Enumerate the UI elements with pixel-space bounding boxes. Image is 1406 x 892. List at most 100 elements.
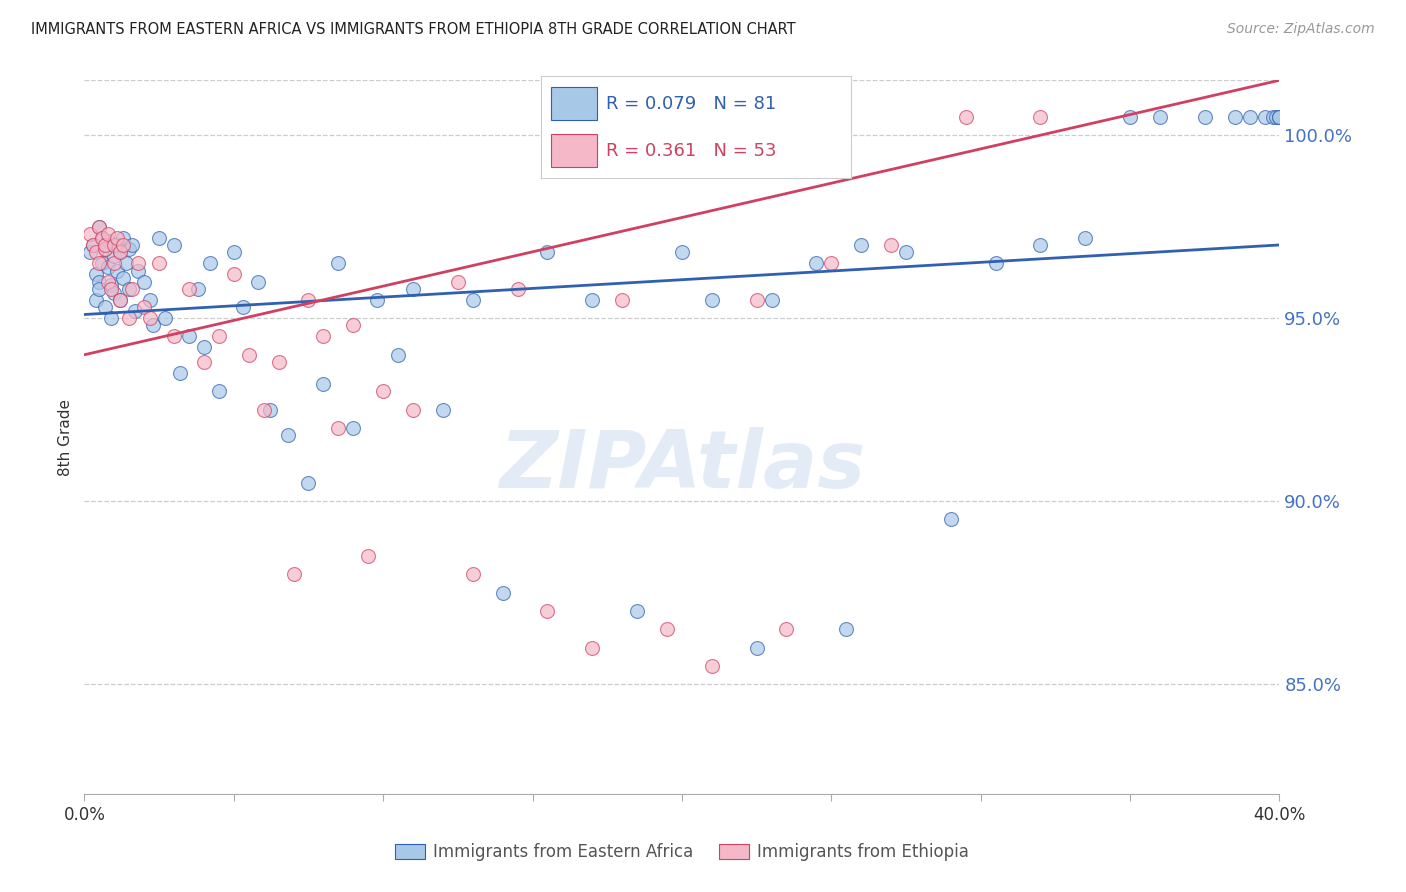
Point (312, 377, 335, 392)
Point (112, 271, 135, 285)
Point (342, 421, 364, 435)
Point (121, 238, 143, 252)
Point (112, 238, 135, 252)
Point (1029, 110, 1052, 124)
Point (581, 293, 603, 307)
Point (118, 311, 141, 326)
Point (94, 238, 117, 252)
Point (82, 238, 104, 252)
Point (1223, 110, 1246, 124)
Point (208, 329, 231, 343)
Point (402, 282, 425, 296)
Point (110, 245, 132, 260)
Point (103, 249, 125, 263)
Point (115, 256, 138, 270)
Point (193, 340, 215, 354)
Point (373, 384, 395, 399)
Point (103, 256, 125, 270)
Point (86, 245, 108, 260)
Legend: Immigrants from Eastern Africa, Immigrants from Ethiopia: Immigrants from Eastern Africa, Immigran… (388, 837, 976, 868)
Point (94, 300, 117, 314)
Y-axis label: 8th Grade: 8th Grade (58, 399, 73, 475)
Text: R = 0.361   N = 53: R = 0.361 N = 53 (606, 142, 776, 160)
Point (267, 355, 290, 369)
Point (222, 267, 245, 281)
Text: Source: ZipAtlas.com: Source: ZipAtlas.com (1227, 22, 1375, 37)
Point (163, 329, 186, 343)
Point (277, 428, 299, 442)
Point (127, 263, 149, 277)
Point (1268, 110, 1291, 124)
Point (105, 238, 128, 252)
Point (402, 402, 425, 417)
Point (103, 285, 125, 300)
Point (91, 256, 114, 270)
Point (187, 282, 209, 296)
Point (1268, 110, 1291, 124)
Point (97, 235, 120, 249)
Point (100, 311, 122, 326)
Point (536, 245, 558, 260)
Point (91, 230, 114, 244)
Point (1253, 110, 1275, 124)
Point (1074, 230, 1097, 244)
Point (745, 293, 768, 307)
Point (110, 293, 132, 307)
Point (238, 348, 260, 362)
Point (581, 640, 603, 655)
Point (148, 230, 170, 244)
Point (118, 242, 141, 256)
Point (86, 293, 108, 307)
Point (89, 275, 111, 289)
Point (105, 263, 128, 277)
Point (894, 245, 917, 260)
Point (246, 275, 269, 289)
Point (100, 282, 122, 296)
Point (97, 260, 120, 274)
Text: R = 0.079   N = 81: R = 0.079 N = 81 (606, 95, 776, 112)
Point (1119, 110, 1142, 124)
Point (328, 421, 350, 435)
Point (387, 348, 409, 362)
Point (127, 256, 149, 270)
Point (357, 549, 380, 563)
Point (283, 567, 305, 582)
Point (939, 512, 962, 526)
Point (366, 293, 388, 307)
Point (328, 256, 350, 270)
Point (177, 329, 200, 343)
Text: ZIPAtlas: ZIPAtlas (499, 426, 865, 505)
Point (259, 402, 281, 417)
Point (700, 658, 723, 673)
Point (124, 303, 146, 318)
Point (222, 245, 245, 260)
Point (1149, 110, 1171, 124)
Point (432, 402, 454, 417)
Point (86, 267, 108, 281)
Point (169, 366, 191, 380)
Point (671, 245, 693, 260)
Point (955, 110, 977, 124)
Point (79, 245, 101, 260)
Point (89, 219, 111, 234)
Point (110, 293, 132, 307)
Point (121, 282, 143, 296)
Point (163, 238, 186, 252)
Point (297, 475, 319, 490)
Point (253, 402, 276, 417)
Point (79, 227, 101, 241)
Point (110, 245, 132, 260)
Point (461, 567, 484, 582)
Point (105, 230, 128, 244)
Point (461, 293, 484, 307)
Point (112, 230, 135, 244)
Point (626, 604, 648, 618)
Point (342, 318, 364, 333)
Point (612, 293, 634, 307)
Point (851, 238, 873, 252)
Point (700, 293, 723, 307)
Point (100, 278, 122, 293)
Point (208, 384, 231, 399)
Point (1263, 110, 1285, 124)
Point (89, 282, 111, 296)
